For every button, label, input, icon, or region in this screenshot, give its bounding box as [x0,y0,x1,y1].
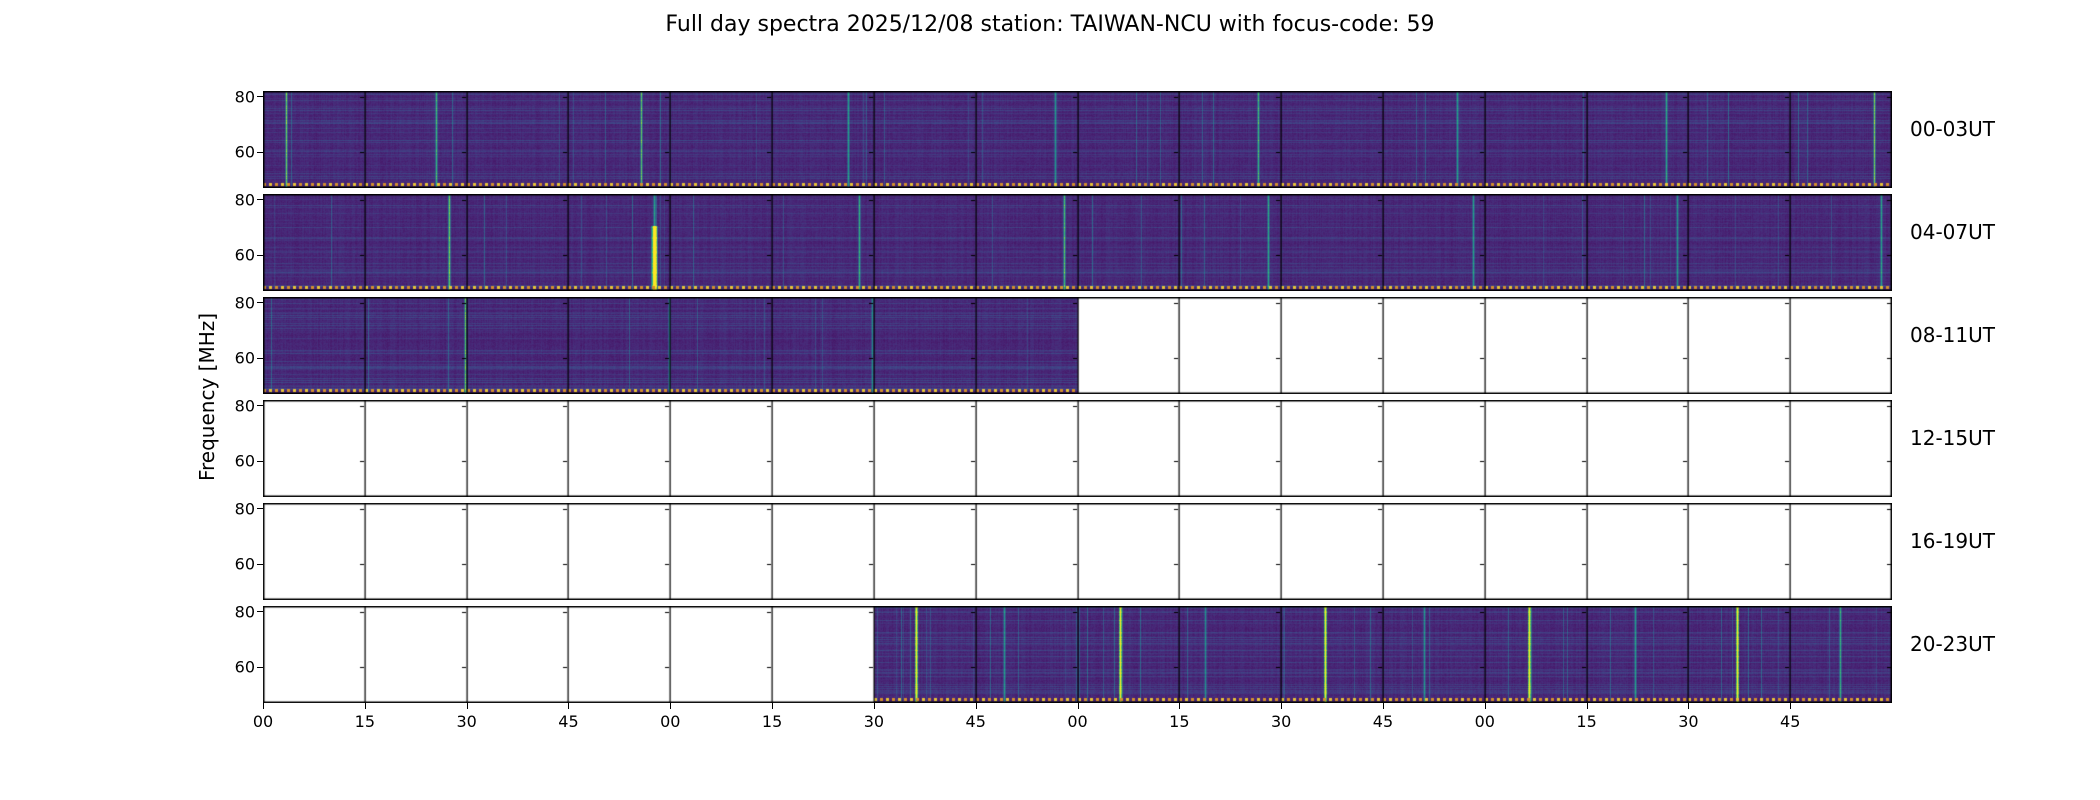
x-tick-label: 15 [1169,712,1190,731]
row-time-label: 04-07UT [1910,220,1995,244]
y-tick-label: 60 [234,554,255,574]
y-tick-mark [257,96,263,98]
spectrogram-row [263,194,1892,291]
spectrogram-canvas [263,297,1892,394]
y-tick-mark [257,199,263,201]
spectrogram-canvas [263,91,1892,188]
spectrogram-row [263,606,1892,703]
x-tick-label: 30 [1678,712,1699,731]
y-tick-mark [257,611,263,613]
y-tick-label: 80 [234,602,255,622]
x-tick-mark [1077,703,1079,709]
y-tick-label: 80 [234,87,255,107]
y-tick-label: 60 [234,245,255,265]
x-tick-label: 45 [558,712,579,731]
y-tick-mark [257,666,263,668]
y-tick-mark [257,508,263,510]
spectrogram-canvas [263,400,1892,497]
spectrogram-row [263,91,1892,188]
x-tick-label: 00 [660,712,681,731]
row-time-label: 12-15UT [1910,426,1995,450]
y-tick-label: 80 [234,293,255,313]
row-time-label: 16-19UT [1910,529,1995,553]
x-tick-mark [873,703,875,709]
x-tick-label: 45 [1372,712,1394,731]
spectrogram-row [263,400,1892,497]
row-time-label: 08-11UT [1910,323,1995,347]
x-tick-label: 15 [1576,712,1597,731]
y-tick-mark [257,302,263,304]
x-tick-mark [975,703,977,709]
spectrogram-row [263,297,1892,394]
figure-title: Full day spectra 2025/12/08 station: TAI… [665,12,1435,37]
x-tick-mark [263,703,264,709]
spectrogram-row [263,503,1892,600]
spectrogram-canvas [263,194,1892,291]
x-tick-mark [1586,703,1588,709]
y-tick-mark [257,563,263,565]
y-tick-label: 80 [234,499,255,519]
x-tick-mark [1484,703,1486,709]
y-tick-mark [257,405,263,407]
y-tick-mark [257,460,263,462]
x-tick-label: 30 [863,712,885,731]
row-time-label: 20-23UT [1910,632,1995,656]
y-tick-label: 60 [234,451,255,471]
x-tick-label: 00 [252,712,274,731]
y-tick-label: 60 [234,142,255,162]
x-tick-mark [1688,703,1690,709]
x-tick-mark [568,703,570,709]
x-tick-label: 30 [456,712,477,731]
y-tick-mark [257,254,263,256]
x-tick-mark [670,703,672,709]
y-tick-label: 60 [234,657,255,677]
x-tick-label: 45 [965,712,986,731]
x-tick-mark [466,703,468,709]
x-tick-label: 45 [1780,712,1801,731]
spectrogram-canvas [263,503,1892,600]
x-tick-label: 00 [1067,712,1088,731]
x-tick-label: 15 [761,712,783,731]
y-tick-label: 80 [234,396,255,416]
x-tick-mark [1179,703,1181,709]
x-tick-label: 00 [1474,712,1495,731]
spectrogram-canvas [263,606,1892,703]
y-tick-mark [257,357,263,359]
x-tick-label: 15 [354,712,375,731]
x-tick-mark [1790,703,1792,709]
x-tick-mark [1382,703,1384,709]
x-tick-label: 30 [1270,712,1292,731]
row-time-label: 00-03UT [1910,117,1995,141]
x-tick-mark [364,703,366,709]
y-tick-label: 80 [234,190,255,210]
y-tick-label: 60 [234,348,255,368]
x-tick-mark [772,703,774,709]
y-tick-mark [257,151,263,153]
x-tick-mark [1281,703,1283,709]
